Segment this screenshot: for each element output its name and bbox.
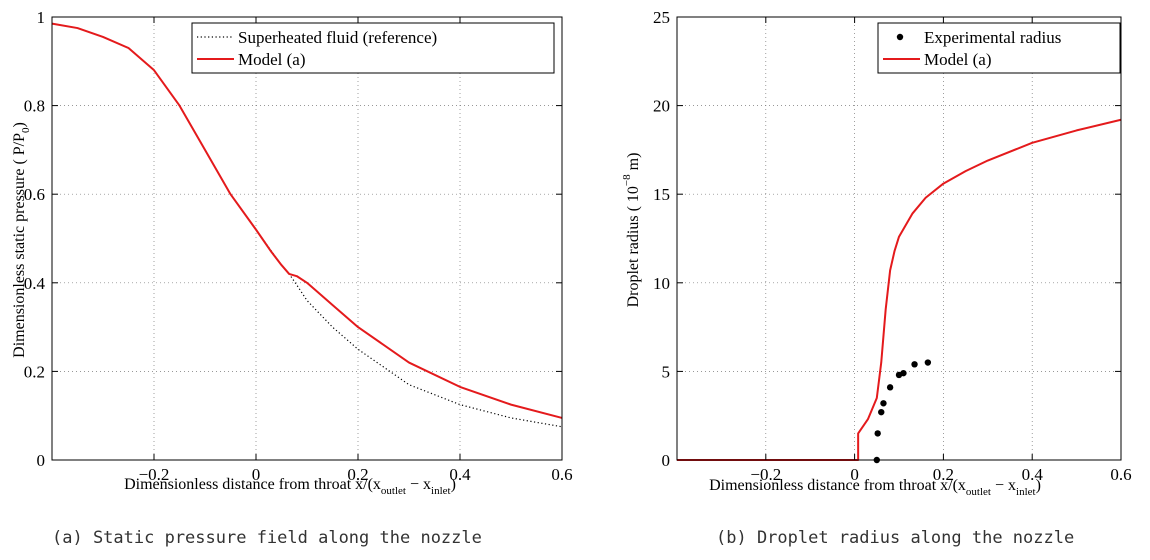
y-axis-label-a: Dimensionless static pressure ( P/P0) <box>11 122 32 358</box>
series-line-0 <box>51 23 563 428</box>
legend-box <box>877 22 1121 74</box>
y-tick-label: 0.4 <box>24 274 46 293</box>
y-tick-label: 5 <box>662 362 671 381</box>
x-axis-label-a: Dimensionless distance from throat x/(xo… <box>124 476 456 497</box>
y-tick-label: 10 <box>653 274 670 293</box>
y-tick-label: 0 <box>662 451 671 470</box>
y-tick-label: 1 <box>37 8 46 27</box>
legend-a: Superheated fluid (reference) Model (a) <box>191 22 555 74</box>
legend-b: Experimental radius Model (a) <box>877 22 1121 74</box>
data-point <box>900 369 907 377</box>
legend-label: Model (a) <box>924 50 992 69</box>
x-tick-label: 0.4 <box>1022 465 1044 484</box>
series-line-1 <box>51 22 563 419</box>
x-tick-label: 0 <box>252 465 261 484</box>
caption-b: (b) Droplet radius along the nozzle <box>716 528 1075 548</box>
data-point <box>878 408 885 416</box>
data-point <box>924 359 932 366</box>
x-axis-label-b: Dimensionless distance from throat x/(xo… <box>709 477 1041 498</box>
y-tick-label: 25 <box>653 8 670 27</box>
x-tick-label: 0.6 <box>1110 465 1131 484</box>
legend-label: Model (a) <box>238 50 306 69</box>
y-tick-label: 0 <box>37 451 46 470</box>
data-point <box>880 400 887 407</box>
x-tick-label: 0.2 <box>933 465 954 484</box>
legend-marker <box>896 33 904 41</box>
caption-a: (a) Static pressure field along the nozz… <box>52 528 482 548</box>
x-tick-label: 0.2 <box>347 465 368 484</box>
y-tick-label: 15 <box>653 185 670 204</box>
data-point <box>886 384 894 391</box>
y-axis-label-b: Droplet radius ( 10−8 m) <box>621 153 642 308</box>
pressure-chart: Dimensionless static pressure ( P/P0) Di… <box>11 8 573 497</box>
x-tick-label: 0 <box>850 465 859 484</box>
x-tick-label: 0.4 <box>449 465 471 484</box>
y-tick-label: 0.8 <box>24 97 45 116</box>
y-tick-label: 0.2 <box>24 362 45 381</box>
y-tick-label: 0.6 <box>24 185 45 204</box>
legend-label: Superheated fluid (reference) <box>238 28 437 47</box>
plot-area-b: −0.2 0 0.2 0.4 0.6 0 5 10 15 20 25 <box>653 8 1132 484</box>
data-point <box>874 430 881 437</box>
y-tick-label: 20 <box>653 97 670 116</box>
legend-label: Experimental radius <box>924 28 1061 47</box>
x-tick-label: −0.2 <box>750 465 781 484</box>
x-tick-label: −0.2 <box>139 465 170 484</box>
axes-frame <box>676 16 1122 461</box>
series-line-1 <box>677 118 1122 461</box>
legend-box <box>191 22 555 74</box>
plot-area-a: −0.2 0 0.2 0.4 0.6 0 0.2 0.4 0.6 0.8 1 <box>24 8 573 484</box>
data-point <box>911 361 918 368</box>
x-tick-label: 0.6 <box>551 465 572 484</box>
axes-frame <box>51 16 563 461</box>
droplet-radius-chart: Droplet radius ( 10−8 m) Dimensionless d… <box>621 8 1132 498</box>
